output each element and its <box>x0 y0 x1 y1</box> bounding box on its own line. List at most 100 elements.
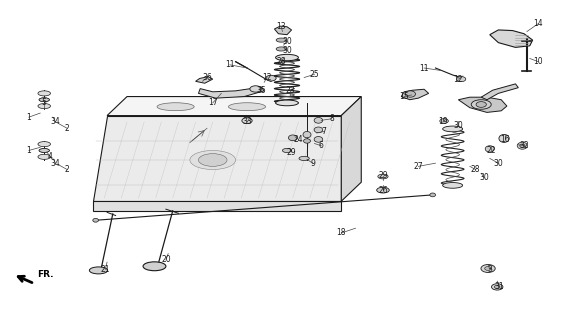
Ellipse shape <box>494 285 500 288</box>
Text: 1: 1 <box>26 146 31 155</box>
Ellipse shape <box>266 75 276 81</box>
Ellipse shape <box>38 154 51 159</box>
Text: 2: 2 <box>65 165 69 174</box>
Text: 19: 19 <box>438 117 448 126</box>
Text: 3: 3 <box>487 265 492 274</box>
Polygon shape <box>93 201 342 211</box>
Text: 29: 29 <box>378 172 388 180</box>
Polygon shape <box>401 89 429 100</box>
Ellipse shape <box>38 91 51 96</box>
Ellipse shape <box>443 126 463 132</box>
Ellipse shape <box>430 193 436 197</box>
Ellipse shape <box>457 76 466 82</box>
Ellipse shape <box>304 139 311 143</box>
Ellipse shape <box>378 174 388 179</box>
Ellipse shape <box>377 187 389 193</box>
Polygon shape <box>107 97 361 116</box>
Ellipse shape <box>440 119 448 124</box>
Text: 10: 10 <box>533 57 543 66</box>
Text: 4: 4 <box>48 152 52 161</box>
Ellipse shape <box>303 132 311 138</box>
Text: 20: 20 <box>161 255 170 264</box>
Text: 22: 22 <box>487 146 497 155</box>
Polygon shape <box>459 97 507 112</box>
Text: FR.: FR. <box>37 270 54 279</box>
Text: 30: 30 <box>282 36 292 45</box>
Text: 28: 28 <box>471 165 480 174</box>
Text: 5: 5 <box>42 98 46 108</box>
Text: 9: 9 <box>311 159 315 168</box>
Text: 13: 13 <box>277 22 286 31</box>
Polygon shape <box>342 97 361 201</box>
Ellipse shape <box>199 154 227 166</box>
Ellipse shape <box>471 100 491 109</box>
Ellipse shape <box>90 267 108 274</box>
Text: 25: 25 <box>309 70 319 79</box>
Ellipse shape <box>39 98 49 102</box>
Ellipse shape <box>314 127 323 133</box>
Text: 15: 15 <box>400 92 409 101</box>
Polygon shape <box>481 84 518 100</box>
Text: 32: 32 <box>519 141 529 150</box>
Text: 35: 35 <box>257 86 266 95</box>
Ellipse shape <box>481 265 495 272</box>
Text: 30: 30 <box>479 173 489 182</box>
Ellipse shape <box>288 135 297 141</box>
Text: 30: 30 <box>453 121 463 130</box>
Ellipse shape <box>314 137 323 142</box>
Text: 30: 30 <box>282 46 292 55</box>
Text: 30: 30 <box>494 159 503 168</box>
Ellipse shape <box>276 54 298 61</box>
Text: 36: 36 <box>202 73 212 82</box>
Polygon shape <box>196 76 213 83</box>
Text: 12: 12 <box>262 73 272 82</box>
Polygon shape <box>490 30 533 47</box>
Text: 23: 23 <box>285 86 294 95</box>
Ellipse shape <box>190 150 235 170</box>
Text: 27: 27 <box>414 162 423 171</box>
Ellipse shape <box>38 142 51 147</box>
Ellipse shape <box>276 47 286 51</box>
Ellipse shape <box>520 144 525 148</box>
Ellipse shape <box>143 262 166 271</box>
Ellipse shape <box>282 148 292 153</box>
Text: 1: 1 <box>26 113 31 122</box>
Text: 11: 11 <box>225 60 235 69</box>
Text: 8: 8 <box>329 114 334 123</box>
Ellipse shape <box>39 148 49 152</box>
Text: 34: 34 <box>51 159 60 168</box>
Text: 31: 31 <box>495 282 505 292</box>
Ellipse shape <box>38 104 51 108</box>
Ellipse shape <box>517 142 528 149</box>
Ellipse shape <box>157 103 194 111</box>
Text: 7: 7 <box>321 127 327 136</box>
Ellipse shape <box>93 218 99 222</box>
Ellipse shape <box>484 267 491 270</box>
Polygon shape <box>274 26 292 35</box>
Ellipse shape <box>485 146 494 152</box>
Text: 28: 28 <box>277 57 286 66</box>
Text: 11: 11 <box>420 63 429 73</box>
Ellipse shape <box>276 100 298 106</box>
Text: 21: 21 <box>100 265 110 274</box>
Text: 17: 17 <box>208 98 218 108</box>
Polygon shape <box>93 116 342 201</box>
Ellipse shape <box>314 117 323 123</box>
Text: 14: 14 <box>533 19 543 28</box>
Text: 12: 12 <box>453 75 463 84</box>
Ellipse shape <box>228 103 266 111</box>
Text: 33: 33 <box>242 117 252 126</box>
Text: 16: 16 <box>501 135 510 144</box>
Ellipse shape <box>476 102 486 107</box>
Ellipse shape <box>405 91 416 97</box>
Ellipse shape <box>499 134 509 142</box>
Ellipse shape <box>242 118 252 124</box>
Text: 34: 34 <box>51 117 60 126</box>
Text: 18: 18 <box>336 228 346 237</box>
Ellipse shape <box>39 98 49 102</box>
Polygon shape <box>199 87 264 98</box>
Ellipse shape <box>250 86 261 92</box>
Ellipse shape <box>491 284 503 290</box>
Ellipse shape <box>299 156 309 160</box>
Text: 24: 24 <box>294 135 303 144</box>
